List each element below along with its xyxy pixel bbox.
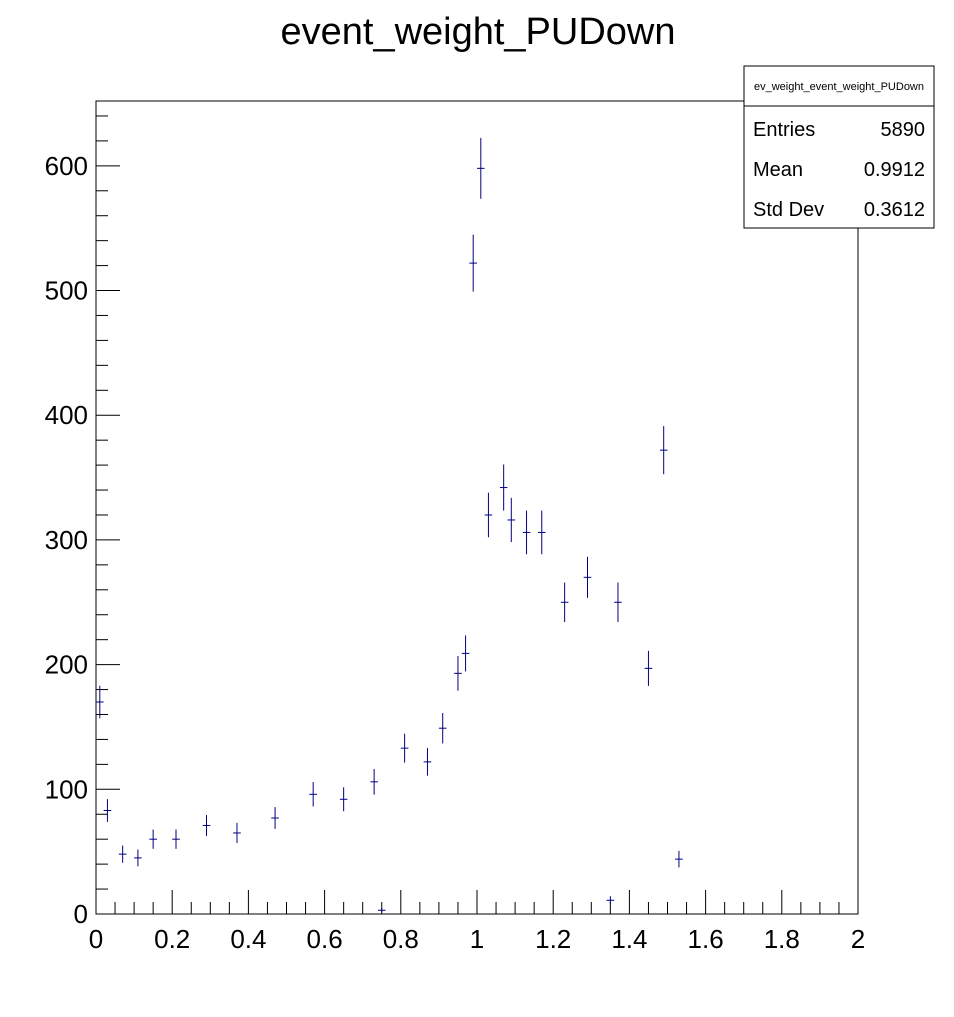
data-point	[377, 908, 386, 913]
x-tick-label: 0.6	[307, 924, 343, 954]
data-point	[659, 426, 668, 475]
data-points	[96, 137, 683, 913]
data-point	[309, 782, 317, 807]
data-point	[271, 807, 279, 829]
data-point	[537, 510, 546, 555]
stats-mean-label: Mean	[753, 159, 803, 181]
data-point	[423, 748, 432, 776]
data-point	[438, 712, 447, 744]
data-point	[560, 582, 569, 622]
stats-stddev-label: Std Dev	[753, 199, 824, 221]
data-point	[370, 768, 378, 795]
stats-stddev-value: 0.3612	[864, 199, 925, 221]
x-tick-label: 1	[470, 924, 484, 954]
data-point	[484, 492, 493, 538]
y-tick-label: 500	[45, 276, 88, 306]
data-point	[469, 234, 477, 292]
data-point	[614, 582, 622, 622]
data-point	[644, 650, 653, 686]
x-tick-label: 1.4	[611, 924, 647, 954]
data-point	[118, 845, 127, 863]
x-tick-label: 1.8	[764, 924, 800, 954]
y-tick-label: 400	[45, 400, 88, 430]
data-point	[675, 850, 683, 868]
y-tick-label: 100	[45, 774, 88, 804]
y-tick-label: 300	[45, 525, 88, 555]
x-tick-label: 0	[89, 924, 103, 954]
data-point	[233, 822, 241, 844]
stats-box: ev_weight_event_weight_PUDown Entries 58…	[743, 65, 935, 229]
stats-entries-label: Entries	[753, 119, 815, 141]
data-point	[172, 829, 180, 849]
data-point	[477, 137, 485, 199]
y-tick-label: 600	[45, 151, 88, 181]
x-tick-label: 2	[851, 924, 865, 954]
data-point	[507, 497, 516, 543]
x-tick-label: 0.2	[154, 924, 190, 954]
stats-mean-value: 0.9912	[864, 159, 925, 181]
stats-box-frame	[743, 65, 935, 229]
data-point	[499, 464, 508, 511]
x-tick-label: 1.2	[535, 924, 571, 954]
data-point	[96, 685, 104, 719]
data-point	[522, 510, 531, 555]
x-tick-label: 1.6	[688, 924, 724, 954]
data-point	[606, 896, 615, 905]
data-point	[461, 635, 470, 672]
y-tick-label: 0	[74, 899, 88, 929]
stats-box-name: ev_weight_event_weight_PUDown	[754, 81, 924, 93]
y-tick-label: 200	[45, 650, 88, 680]
y-axis: 0 100 200 300 400 500 600	[45, 115, 120, 929]
data-point	[583, 556, 592, 598]
data-point	[400, 733, 409, 763]
data-point	[339, 787, 348, 812]
data-point	[454, 656, 462, 691]
data-point	[103, 799, 112, 822]
x-axis: 0 0.2 0.4 0.6 0.8 1 1.2 1.4 1.6 1.8 2	[89, 890, 865, 954]
x-tick-label: 0.4	[230, 924, 266, 954]
data-point	[134, 849, 142, 867]
x-tick-label: 0.8	[383, 924, 419, 954]
stats-entries-value: 5890	[881, 119, 926, 141]
data-point	[202, 814, 211, 836]
data-point	[149, 829, 157, 849]
chart-title: event_weight_PUDown	[280, 11, 675, 53]
